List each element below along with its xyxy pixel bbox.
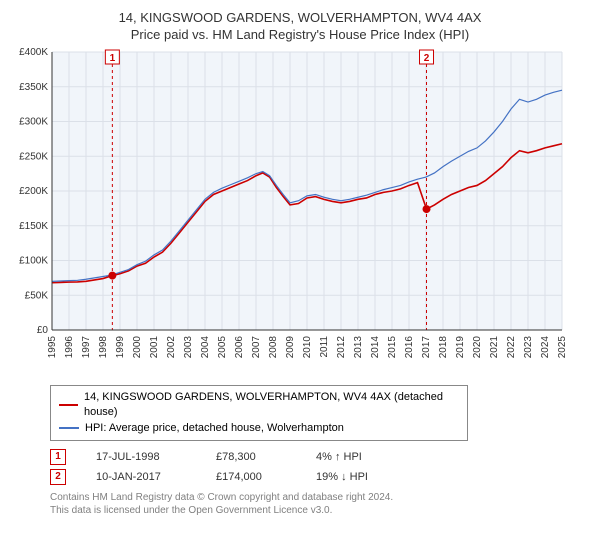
svg-text:1995: 1995	[47, 335, 58, 358]
sale-row: 2 10-JAN-2017 £174,000 19% ↓ HPI	[50, 469, 590, 485]
sale-price: £78,300	[216, 451, 286, 463]
sale-date: 17-JUL-1998	[96, 451, 186, 463]
chart-container: £0 £50K £100K £150K £200K £250K £300K £350K £400…	[10, 44, 590, 379]
svg-text:2000: 2000	[132, 335, 143, 358]
sale-date: 10-JAN-2017	[96, 471, 186, 483]
svg-text:2010: 2010	[302, 335, 313, 358]
svg-text:2006: 2006	[234, 335, 245, 358]
svg-text:2021: 2021	[489, 335, 500, 358]
sale-delta: 4% ↑ HPI	[316, 451, 362, 463]
chart-title: 14, KINGSWOOD GARDENS, WOLVERHAMPTON, WV…	[10, 10, 590, 44]
svg-text:1997: 1997	[81, 335, 92, 358]
svg-text:2023: 2023	[523, 335, 534, 358]
title-line-2: Price paid vs. HM Land Registry's House …	[10, 27, 590, 44]
svg-text:2020: 2020	[472, 335, 483, 358]
sale-badge: 2	[50, 469, 66, 485]
svg-text:£0: £0	[37, 325, 49, 336]
title-line-1: 14, KINGSWOOD GARDENS, WOLVERHAMPTON, WV…	[10, 10, 590, 27]
legend-swatch	[59, 404, 78, 406]
svg-text:1998: 1998	[98, 335, 109, 358]
svg-text:2024: 2024	[540, 335, 551, 358]
legend-row: HPI: Average price, detached house, Wolv…	[59, 421, 459, 436]
svg-text:2008: 2008	[268, 335, 279, 358]
sale-delta: 19% ↓ HPI	[316, 471, 368, 483]
svg-text:2001: 2001	[149, 335, 160, 358]
line-chart: £0 £50K £100K £150K £200K £250K £300K £350K £400…	[10, 44, 570, 374]
sale-price: £174,000	[216, 471, 286, 483]
svg-text:2017: 2017	[421, 335, 432, 358]
svg-text:1: 1	[110, 53, 116, 64]
svg-text:1999: 1999	[115, 335, 126, 358]
svg-text:2003: 2003	[183, 335, 194, 358]
svg-text:£400K: £400K	[19, 47, 48, 58]
svg-text:2016: 2016	[404, 335, 415, 358]
legend-label: 14, KINGSWOOD GARDENS, WOLVERHAMPTON, WV…	[84, 390, 459, 421]
svg-text:2002: 2002	[166, 335, 177, 358]
svg-text:2013: 2013	[353, 335, 364, 358]
sale-row: 1 17-JUL-1998 £78,300 4% ↑ HPI	[50, 449, 590, 465]
svg-text:£100K: £100K	[19, 255, 48, 266]
svg-text:1996: 1996	[64, 335, 75, 358]
svg-text:2: 2	[424, 53, 430, 64]
svg-text:£200K: £200K	[19, 186, 48, 197]
svg-text:2015: 2015	[387, 335, 398, 358]
sales-table: 1 17-JUL-1998 £78,300 4% ↑ HPI 2 10-JAN-2017 £…	[50, 449, 590, 485]
svg-text:£50K: £50K	[25, 290, 49, 301]
svg-text:2014: 2014	[370, 335, 381, 358]
svg-text:2009: 2009	[285, 335, 296, 358]
svg-text:2004: 2004	[200, 335, 211, 358]
legend-swatch	[59, 427, 79, 429]
legend: 14, KINGSWOOD GARDENS, WOLVERHAMPTON, WV…	[50, 385, 468, 441]
svg-text:£350K: £350K	[19, 82, 48, 93]
legend-row: 14, KINGSWOOD GARDENS, WOLVERHAMPTON, WV…	[59, 390, 459, 421]
footer-line-2: This data is licensed under the Open Gov…	[50, 504, 590, 517]
legend-label: HPI: Average price, detached house, Wolv…	[85, 421, 344, 436]
svg-text:2018: 2018	[438, 335, 449, 358]
svg-text:2025: 2025	[557, 335, 568, 358]
footer-line-1: Contains HM Land Registry data © Crown c…	[50, 491, 590, 504]
svg-text:2019: 2019	[455, 335, 466, 358]
svg-text:£150K: £150K	[19, 221, 48, 232]
svg-text:2005: 2005	[217, 335, 228, 358]
svg-text:2012: 2012	[336, 335, 347, 358]
svg-text:2007: 2007	[251, 335, 262, 358]
svg-text:2022: 2022	[506, 335, 517, 358]
svg-text:£250K: £250K	[19, 151, 48, 162]
sale-badge: 1	[50, 449, 66, 465]
svg-text:2011: 2011	[319, 335, 330, 357]
footer-attribution: Contains HM Land Registry data © Crown c…	[50, 491, 590, 517]
svg-text:£300K: £300K	[19, 116, 48, 127]
